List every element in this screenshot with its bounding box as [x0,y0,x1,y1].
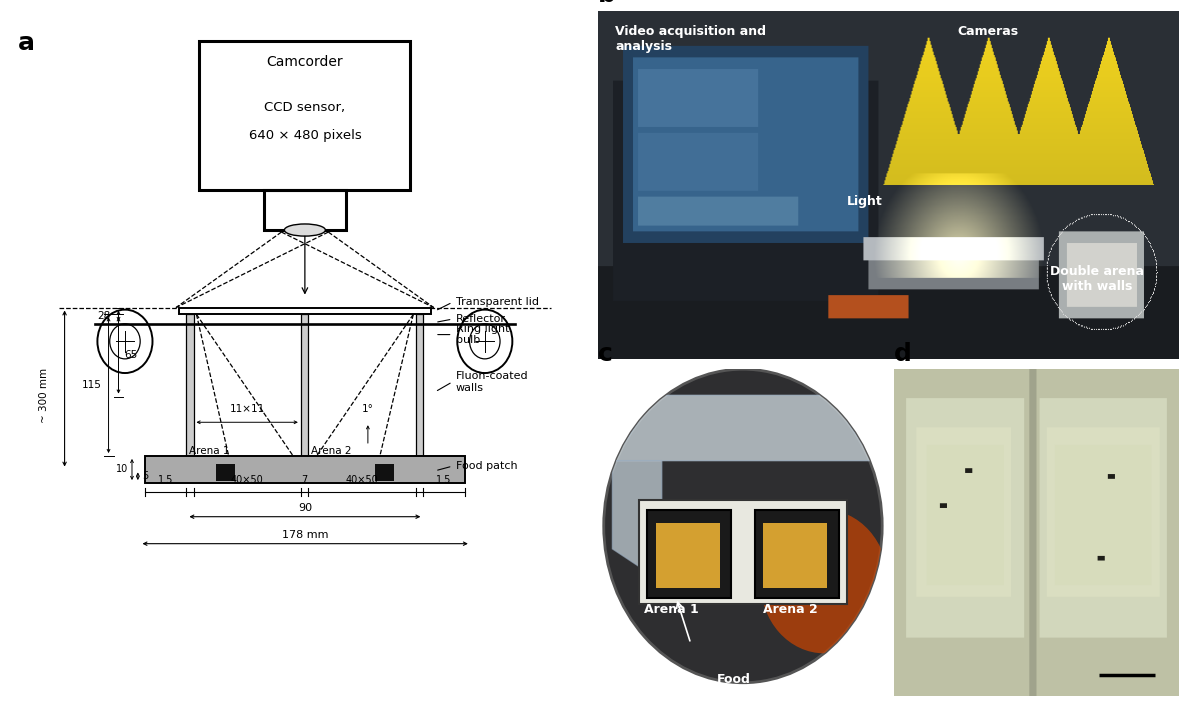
Text: Arena 1: Arena 1 [189,446,230,456]
Text: 5: 5 [142,471,148,481]
Bar [215,464,234,481]
Text: Arena 2: Arena 2 [310,446,352,456]
Text: 65: 65 [124,351,137,361]
Text: ~ 300 mm: ~ 300 mm [39,368,49,423]
Text: d: d [894,342,912,366]
Bar [179,307,431,315]
Polygon shape [612,461,662,581]
Text: CCD sensor,: CCD sensor, [264,101,346,114]
Text: Fluon-coated
walls: Fluon-coated walls [456,371,528,393]
Text: 1°: 1° [362,403,374,413]
Text: Light: Light [847,195,882,208]
Bar [638,500,848,604]
Text: 40×50: 40×50 [231,475,264,485]
Text: Transparent lid: Transparent lid [456,297,539,307]
Text: 115: 115 [82,380,102,391]
Text: 10: 10 [116,464,128,474]
Circle shape [604,369,882,683]
Text: Ring light
bulb: Ring light bulb [456,324,509,345]
Bar [764,523,828,588]
Text: Arena 2: Arena 2 [764,603,818,616]
Text: Camcorder: Camcorder [266,55,343,69]
Text: Food: Food [718,673,751,686]
Text: a: a [18,31,34,55]
Polygon shape [612,395,874,461]
Text: Video acquisition and
analysis: Video acquisition and analysis [616,25,766,53]
Text: 178 mm: 178 mm [282,530,328,540]
Text: 28: 28 [97,311,110,321]
Circle shape [760,510,888,653]
Bar [187,315,193,456]
Text: 640 × 480 pixels: 640 × 480 pixels [249,129,361,142]
Bar [656,523,720,588]
Bar [754,510,838,598]
Text: Food patch: Food patch [456,461,517,471]
Text: c: c [598,342,613,366]
Text: 90: 90 [298,503,311,513]
Text: 1.5: 1.5 [437,475,452,485]
Text: 40×50: 40×50 [346,475,379,485]
Bar [146,456,465,483]
Text: Cameras: Cameras [958,25,1018,38]
Bar [417,315,423,456]
Text: Arena 1: Arena 1 [644,603,699,616]
Text: 1.5: 1.5 [159,475,174,485]
Text: 11×11: 11×11 [230,403,265,413]
Text: b: b [598,0,616,7]
Bar [375,464,394,481]
Bar [301,315,308,456]
Text: Reflector: Reflector [456,314,506,324]
Ellipse shape [284,224,326,236]
Text: Double arena
with walls: Double arena with walls [1050,265,1144,293]
Text: 7: 7 [301,475,308,485]
Bar [648,510,732,598]
